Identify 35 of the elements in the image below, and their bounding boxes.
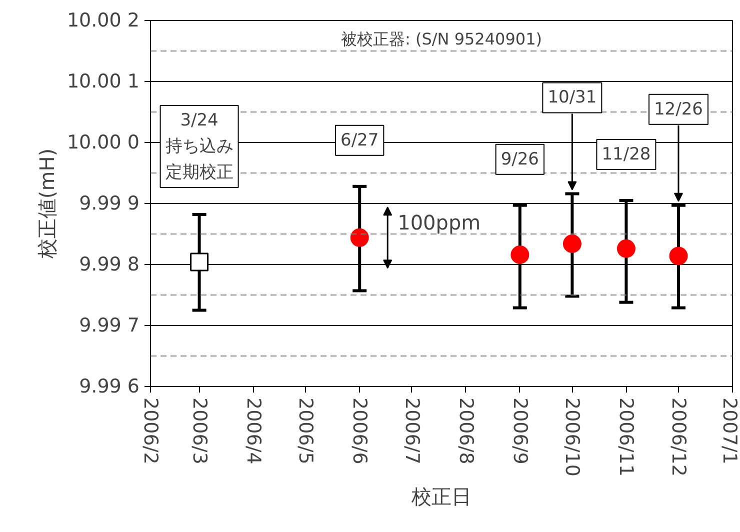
point <box>562 234 582 253</box>
x-tick-label: 2007/1 <box>718 398 740 464</box>
y-tick-label: 10.00 1 <box>66 70 140 92</box>
x-tick-label: 2006/9 <box>508 398 531 464</box>
point <box>669 246 688 266</box>
y-tick-label: 10.00 2 <box>66 10 140 32</box>
annotation: 100ppm <box>398 210 481 234</box>
annotation: 3/24 持ち込み定期校正 <box>165 110 234 182</box>
y-tick-label: 9.99 6 <box>79 376 140 398</box>
x-tick-label: 2006/8 <box>454 398 477 464</box>
point <box>190 252 209 272</box>
y-tick-label: 9.99 8 <box>79 254 140 276</box>
annotation: 11/28 <box>602 144 651 164</box>
y-axis-title: 校正値(mH) <box>34 148 59 260</box>
annotation: 9/26 <box>500 149 540 170</box>
annotation: 6/27 <box>340 130 379 150</box>
x-tick-label: 2006/10 <box>561 398 584 476</box>
x-tick-label: 2006/5 <box>294 398 317 464</box>
point <box>616 239 636 258</box>
annotation: 10/31 <box>548 88 597 108</box>
y-tick-label: 9.99 7 <box>79 314 140 336</box>
point <box>510 246 530 264</box>
text: 被校正器: (S/N 95240901) <box>341 30 542 48</box>
annotation: 12/26 <box>654 99 703 120</box>
x-tick-label: 2006/4 <box>242 398 264 464</box>
y-tick-label: 9.99 9 <box>79 192 140 214</box>
x-tick-label: 2006/11 <box>615 398 638 476</box>
x-tick-label: 2006/2 <box>140 398 162 464</box>
x-tick-label: 2006/12 <box>667 398 690 476</box>
x-tick-label: 2006/3 <box>188 398 210 464</box>
x-tick-label: 2006/7 <box>400 398 423 464</box>
y-tick-label: 10.00 0 <box>66 132 140 154</box>
point <box>350 228 369 247</box>
x-tick-label: 2006/6 <box>348 398 371 464</box>
x-axis-title: 校正日 <box>410 484 472 508</box>
